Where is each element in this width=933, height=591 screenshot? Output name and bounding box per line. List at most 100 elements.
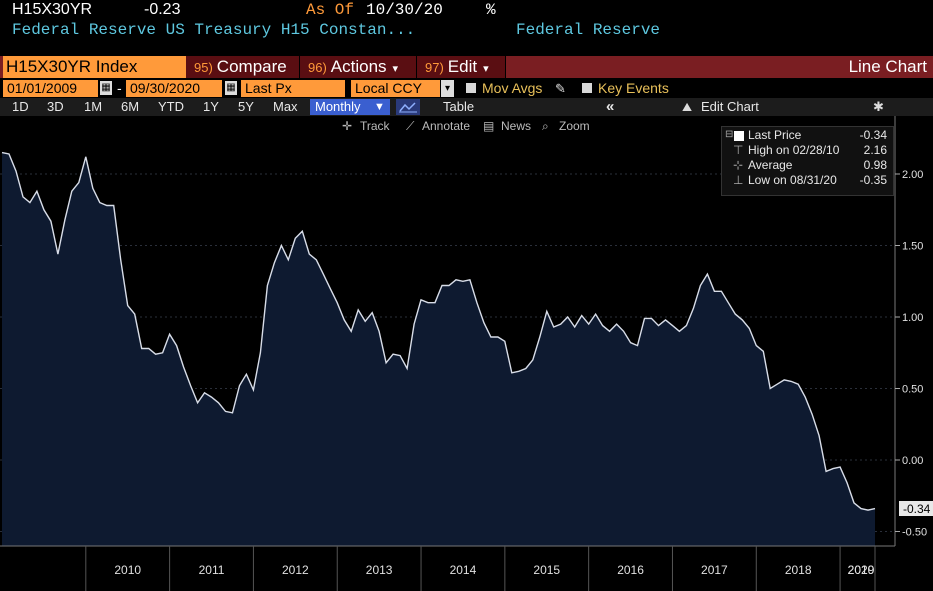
y-tick-label: 2.00 (902, 169, 923, 181)
high-icon: ⊤ (733, 143, 744, 157)
legend-average-value: 0.98 (863, 158, 887, 172)
currency-dropdown-icon[interactable]: ▾ (441, 80, 454, 97)
zoom-icon[interactable]: ⌕ (542, 119, 549, 133)
x-tick-label: 2010 (114, 563, 141, 577)
as-of-date[interactable]: 10/30/20 (366, 1, 443, 19)
security-description: Federal Reserve US Treasury H15 Constan.… (12, 21, 416, 39)
legend-collapse-icon[interactable]: ⊟ (725, 129, 734, 140)
security-name: H15X30YR Index (6, 57, 138, 76)
pencil-icon[interactable]: ✎ (555, 81, 566, 96)
annotate-button[interactable]: Annotate (422, 119, 471, 133)
legend-last-price-value: -0.34 (859, 128, 887, 142)
average-icon: ⊹ (733, 158, 744, 172)
description-bar: Federal Reserve US Treasury H15 Constan.… (0, 21, 933, 41)
title-bar: H15X30YR -0.23 As Of 10/30/20 % (0, 0, 933, 21)
y-tick-label: 1.50 (902, 241, 923, 253)
y-tick-label: 0.00 (902, 455, 923, 467)
legend-high-label: High on 02/28/10 (748, 143, 840, 157)
x-tick-label: 2020 (848, 563, 875, 577)
actions-button[interactable]: 96) Actions ▾ (300, 56, 417, 78)
key-events-checkbox[interactable] (582, 83, 592, 93)
last-price-tag (899, 501, 933, 516)
mov-avgs-checkbox[interactable] (466, 83, 476, 93)
price-line (1, 151, 876, 511)
y-tick-label: -0.50 (902, 527, 927, 539)
last-value: -0.23 (144, 1, 181, 18)
chart-type-label[interactable]: Line Chart (848, 57, 927, 76)
legend-average-label: Average (748, 158, 793, 172)
x-tick-label: 2019 (848, 563, 875, 577)
source-name: Federal Reserve (516, 21, 661, 39)
zoom-button[interactable]: Zoom (559, 119, 590, 133)
edit-chart-icon[interactable]: ⛰ (682, 100, 693, 114)
actions-dropdown-icon: ▾ (392, 63, 399, 75)
compare-label: Compare (216, 57, 287, 76)
mov-avgs-label[interactable]: Mov Avgs (482, 80, 543, 96)
period-5y[interactable]: 5Y (238, 99, 254, 114)
table-button[interactable]: Table (443, 99, 475, 114)
as-of-label: As Of (306, 1, 355, 19)
last-price-swatch (734, 131, 744, 141)
settings-bar: 01/01/2009 ▦ - 09/30/2020 ▦ Last Px Loca… (0, 79, 933, 98)
legend-box: ⊟ Last Price -0.34 ⊤ High on 02/28/10 2.… (721, 126, 894, 196)
ticker-label: H15X30YR (12, 1, 93, 18)
last-price-marker: -0.34 (899, 501, 933, 516)
period-bar: 1D 3D 1M 6M YTD 1Y 5Y Max Monthly ▼ Tabl… (0, 98, 933, 116)
period-1d[interactable]: 1D (12, 99, 29, 114)
x-tick-label: 2011 (199, 563, 225, 577)
end-date-field[interactable]: 09/30/2020 (126, 80, 222, 97)
y-tick-label: 0.50 (902, 384, 923, 396)
edit-dropdown-icon: ▾ (483, 63, 489, 75)
start-calendar-icon[interactable]: ▦ (100, 81, 112, 95)
period-6m[interactable]: 6M (121, 99, 140, 114)
x-tick-label: 2013 (366, 563, 393, 577)
legend-last-price-label: Last Price (748, 128, 802, 142)
compare-button[interactable]: 95) Compare (186, 56, 300, 78)
x-axis: 2010 2011 2012 2013 2014 2015 2016 2017 2018 2019… (85, 546, 876, 591)
track-button[interactable]: Track (360, 119, 390, 133)
edit-num: 97) (425, 60, 444, 75)
x-tick-label: 2014 (450, 563, 477, 577)
collapse-icon[interactable]: « (606, 98, 615, 115)
command-toolbar: H15X30YR Index 95) Compare 96) Actions ▾ 97… (0, 56, 933, 78)
period-1y[interactable]: 1Y (203, 99, 219, 114)
date-separator: - (117, 80, 122, 96)
x-tick-label: 2018 (785, 563, 812, 577)
edit-label: Edit (447, 57, 478, 76)
period-3d[interactable]: 3D (47, 99, 64, 114)
field-select[interactable]: Last Px (241, 80, 345, 97)
news-icon[interactable]: ▤ (483, 119, 495, 133)
gear-icon[interactable]: ✱ (873, 99, 884, 114)
compare-num: 95) (194, 60, 213, 75)
key-events-label[interactable]: Key Events (598, 80, 669, 96)
security-field[interactable]: H15X30YR Index (3, 56, 186, 78)
x-tick-label: 2016 (617, 563, 644, 577)
edit-button[interactable]: 97) Edit ▾ (417, 56, 506, 78)
x-tick-label: 2017 (701, 563, 728, 577)
x-tick-label: 2015 (533, 563, 560, 577)
annotate-icon[interactable]: ⟋ (406, 119, 415, 133)
legend-low-value: -0.35 (859, 173, 887, 187)
frequency-select[interactable]: Monthly ▼ (310, 99, 390, 115)
frequency-dropdown-icon: ▼ (374, 101, 385, 113)
y-tick-label: 1.00 (902, 312, 923, 324)
x-axis-background (0, 546, 933, 591)
news-button[interactable]: News (501, 119, 532, 133)
legend-low-label: Low on 08/31/20 (748, 173, 837, 187)
track-icon[interactable]: ✛ (342, 119, 353, 133)
edit-chart-button[interactable]: Edit Chart (701, 99, 759, 114)
period-ytd[interactable]: YTD (158, 99, 184, 114)
low-icon: ⊥ (733, 173, 744, 187)
frequency-label: Monthly (315, 99, 361, 114)
line-chart-icon[interactable] (396, 99, 420, 115)
actions-label: Actions (330, 57, 387, 76)
period-max[interactable]: Max (273, 99, 298, 114)
percent-icon[interactable]: % (486, 1, 496, 19)
x-tick-label: 2012 (282, 563, 309, 577)
start-date-field[interactable]: 01/01/2009 (3, 80, 98, 97)
period-1m[interactable]: 1M (84, 99, 103, 114)
y-axis: 2.00 1.50 1.00 0.50 0.00 -0.50 (895, 169, 927, 539)
currency-select[interactable]: Local CCY (351, 80, 440, 97)
actions-num: 96) (308, 60, 327, 75)
end-calendar-icon[interactable]: ▦ (225, 81, 237, 95)
